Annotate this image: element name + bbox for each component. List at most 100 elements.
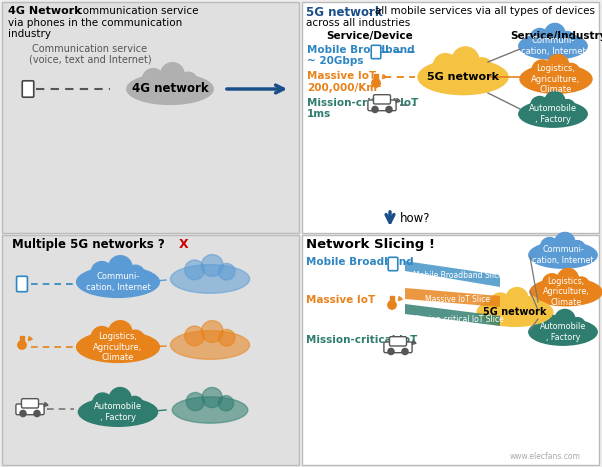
- Circle shape: [219, 396, 234, 411]
- FancyBboxPatch shape: [22, 399, 39, 408]
- Text: Network Slicing !: Network Slicing !: [306, 238, 435, 251]
- Circle shape: [179, 72, 197, 90]
- Polygon shape: [405, 288, 500, 307]
- Text: Automobile
, Factory: Automobile , Factory: [94, 402, 142, 422]
- Ellipse shape: [530, 278, 602, 306]
- Circle shape: [18, 341, 26, 349]
- Polygon shape: [405, 304, 500, 326]
- Circle shape: [491, 293, 510, 313]
- Circle shape: [542, 274, 562, 293]
- Text: 5G network: 5G network: [306, 6, 383, 19]
- Circle shape: [186, 392, 205, 410]
- Circle shape: [532, 60, 552, 80]
- Circle shape: [108, 321, 132, 344]
- Circle shape: [433, 54, 458, 78]
- Text: across all industries: across all industries: [306, 18, 410, 28]
- Circle shape: [219, 263, 235, 280]
- Circle shape: [545, 92, 565, 112]
- Circle shape: [126, 396, 143, 413]
- Text: X: X: [179, 238, 188, 251]
- Circle shape: [530, 97, 549, 115]
- Ellipse shape: [477, 297, 553, 326]
- Circle shape: [523, 297, 539, 313]
- Circle shape: [93, 393, 113, 413]
- Text: 1ms: 1ms: [307, 109, 331, 119]
- Circle shape: [143, 69, 164, 90]
- Text: Mission-critical IoT: Mission-critical IoT: [306, 335, 417, 345]
- Text: 4G Network: 4G Network: [8, 6, 82, 16]
- Circle shape: [219, 329, 235, 346]
- Circle shape: [573, 277, 589, 293]
- FancyBboxPatch shape: [302, 235, 599, 465]
- FancyBboxPatch shape: [16, 404, 44, 415]
- FancyBboxPatch shape: [373, 95, 391, 104]
- Circle shape: [560, 99, 575, 115]
- Text: Massive IoT: Massive IoT: [306, 295, 375, 305]
- Text: Communi-
cation, Internet: Communi- cation, Internet: [532, 245, 594, 265]
- Text: Mission-critical IoT Slice: Mission-critical IoT Slice: [412, 314, 503, 324]
- FancyBboxPatch shape: [302, 2, 599, 233]
- Ellipse shape: [170, 331, 250, 359]
- FancyBboxPatch shape: [389, 337, 406, 346]
- Circle shape: [110, 388, 131, 410]
- Ellipse shape: [519, 33, 587, 59]
- Ellipse shape: [529, 242, 597, 268]
- Circle shape: [201, 320, 223, 342]
- Circle shape: [185, 260, 205, 280]
- Text: Mobile Broadband: Mobile Broadband: [306, 257, 414, 267]
- Ellipse shape: [127, 74, 213, 105]
- Text: industry: industry: [8, 29, 51, 39]
- FancyBboxPatch shape: [368, 100, 396, 111]
- Text: Mobile Broadband Slice: Mobile Broadband Slice: [412, 271, 503, 281]
- Text: 4G network: 4G network: [132, 83, 208, 95]
- Circle shape: [555, 233, 575, 253]
- Circle shape: [372, 79, 380, 87]
- Ellipse shape: [529, 319, 597, 345]
- Text: Massive IoT: Massive IoT: [307, 71, 376, 81]
- Circle shape: [34, 410, 40, 417]
- Circle shape: [185, 326, 205, 346]
- Circle shape: [547, 55, 569, 77]
- Circle shape: [201, 255, 223, 276]
- Text: 5G network: 5G network: [427, 72, 499, 82]
- Text: via phones in the communication: via phones in the communication: [8, 18, 182, 28]
- FancyBboxPatch shape: [2, 2, 299, 233]
- Text: Massive IoT Slice: Massive IoT Slice: [425, 296, 490, 304]
- Text: www.elecfans.com: www.elecfans.com: [510, 452, 581, 461]
- FancyBboxPatch shape: [374, 74, 377, 83]
- Text: Communication service: Communication service: [33, 44, 147, 54]
- Circle shape: [126, 330, 144, 348]
- Text: Automobile
, Factory: Automobile , Factory: [540, 322, 586, 342]
- Circle shape: [92, 326, 113, 348]
- Circle shape: [202, 388, 222, 408]
- Circle shape: [541, 238, 559, 256]
- Circle shape: [108, 255, 132, 279]
- Text: Logistics,
Agriculture,
Climate: Logistics, Agriculture, Climate: [532, 64, 580, 94]
- FancyBboxPatch shape: [2, 235, 299, 465]
- Circle shape: [452, 47, 479, 74]
- FancyBboxPatch shape: [390, 296, 394, 305]
- Text: Communi-
cation, Internet: Communi- cation, Internet: [521, 36, 585, 56]
- Text: Logistics,
Agriculture,
Climate: Logistics, Agriculture, Climate: [93, 332, 143, 362]
- Circle shape: [569, 318, 585, 333]
- Text: how?: how?: [400, 212, 430, 226]
- Text: Logistics,
Agriculture,
Climate: Logistics, Agriculture, Climate: [542, 277, 589, 307]
- Text: Multiple 5G networks ?: Multiple 5G networks ?: [12, 238, 169, 251]
- FancyBboxPatch shape: [371, 45, 381, 59]
- Circle shape: [20, 410, 26, 417]
- Circle shape: [402, 348, 408, 354]
- Circle shape: [161, 63, 184, 86]
- Text: Service/Industry: Service/Industry: [510, 31, 602, 41]
- Circle shape: [560, 32, 575, 47]
- Circle shape: [126, 265, 144, 283]
- Ellipse shape: [76, 332, 160, 362]
- Text: : all mobile services via all types of devices: : all mobile services via all types of d…: [368, 6, 595, 16]
- Text: Automobile
, Factory: Automobile , Factory: [529, 104, 577, 124]
- Ellipse shape: [170, 265, 250, 293]
- Circle shape: [569, 241, 585, 256]
- FancyBboxPatch shape: [384, 342, 412, 353]
- Polygon shape: [405, 261, 500, 287]
- Circle shape: [388, 348, 394, 354]
- Text: 200,000/Km²: 200,000/Km²: [307, 83, 382, 93]
- Ellipse shape: [172, 397, 248, 423]
